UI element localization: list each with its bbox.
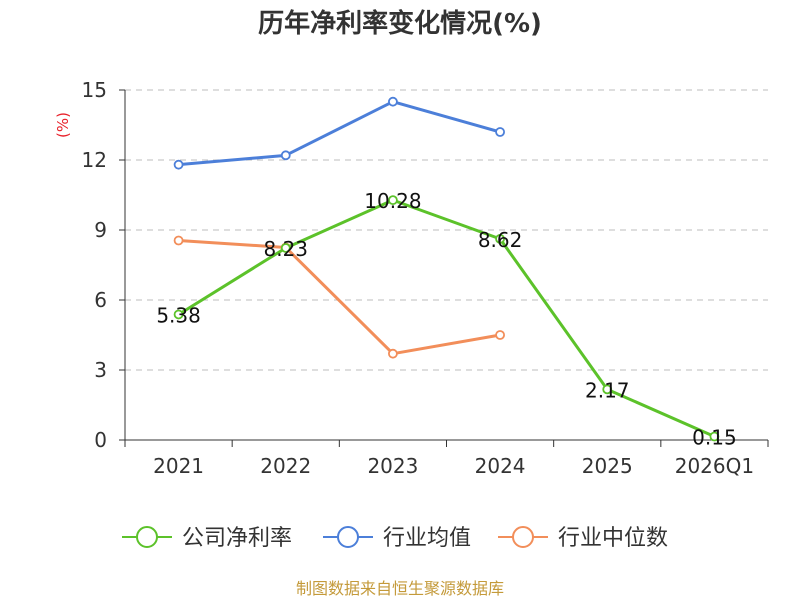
y-tick-label: 15 — [82, 78, 107, 102]
data-point — [280, 243, 291, 253]
x-tick-label: 2021 — [153, 454, 204, 478]
data-point — [602, 384, 613, 395]
data-point — [495, 127, 505, 137]
data-label: 0.15 — [692, 426, 737, 450]
y-axis-label: (%) — [54, 112, 72, 138]
data-label: 8.23 — [263, 237, 308, 261]
legend-marker — [337, 526, 359, 548]
data-point — [709, 431, 720, 442]
series-line — [178, 100, 501, 167]
data-labels: 5.38 8.23 10.28 8.62 2.17 0.15 — [156, 189, 736, 449]
data-point — [495, 233, 505, 244]
series-lines — [177, 100, 716, 438]
data-point — [388, 96, 398, 107]
x-tick-label: 2024 — [475, 454, 526, 478]
x-tick-label: 2025 — [582, 454, 633, 478]
legend: 公司净利率 行业均值 行业中位数 — [122, 526, 668, 551]
data-point — [388, 195, 398, 206]
data-point — [495, 330, 505, 340]
series-line — [177, 198, 716, 438]
legend-marker — [512, 526, 534, 548]
data-label: 5.38 — [156, 303, 201, 327]
legend-marker — [136, 526, 158, 548]
source-note: 制图数据来自恒生聚源数据库 — [296, 579, 504, 598]
y-tick-label: 0 — [94, 428, 107, 452]
x-tick-label: 2022 — [260, 454, 311, 478]
axes: 0 3 6 9 12 15 2021 2022 2023 2024 2025 2026Q1 — [82, 78, 769, 478]
data-label: 10.28 — [364, 189, 421, 213]
series-line — [178, 239, 501, 356]
chart-title: 历年净利率变化情况(%) — [258, 8, 542, 39]
data-point — [173, 309, 184, 320]
data-point — [173, 235, 184, 246]
data-label: 2.17 — [585, 378, 630, 402]
grid-lines — [125, 89, 768, 371]
data-point — [388, 348, 398, 359]
x-tick-label: 2026Q1 — [675, 454, 754, 478]
legend-label: 行业中位数 — [558, 526, 668, 551]
y-tick-label: 9 — [94, 218, 107, 242]
legend-label: 公司净利率 — [182, 526, 292, 551]
legend-label: 行业均值 — [383, 526, 471, 551]
y-tick-label: 6 — [94, 288, 107, 312]
data-point — [173, 159, 184, 170]
series-points — [173, 96, 720, 442]
data-point — [280, 150, 291, 161]
data-label: 8.62 — [478, 228, 523, 252]
y-tick-label: 12 — [82, 148, 107, 172]
x-tick-label: 2023 — [367, 454, 418, 478]
y-tick-label: 3 — [94, 358, 107, 382]
